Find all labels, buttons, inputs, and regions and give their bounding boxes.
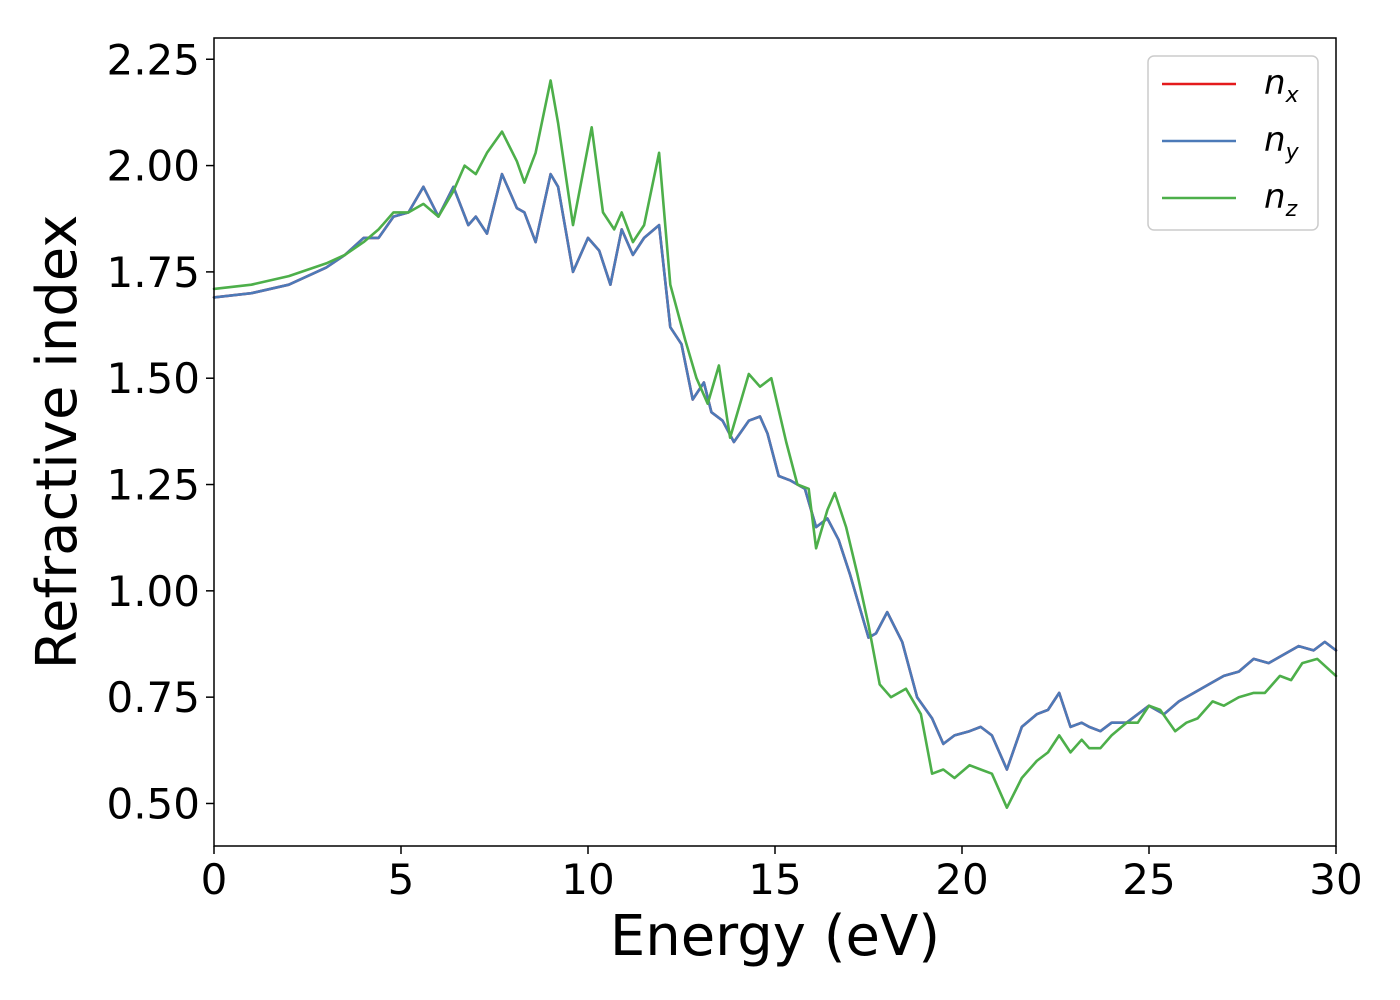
y-tick-label: 1.50 xyxy=(106,354,200,403)
legend-frame xyxy=(1147,55,1319,231)
x-tick-label: 0 xyxy=(201,855,228,904)
x-axis-title: Energy (eV) xyxy=(610,904,940,969)
y-tick-label: 1.75 xyxy=(106,248,200,297)
y-tick-label: 2.25 xyxy=(106,35,200,84)
x-tick-label: 25 xyxy=(1122,855,1175,904)
y-tick-label: 1.00 xyxy=(106,567,200,616)
series-line-y xyxy=(212,172,1338,771)
legend-label-z: nz xyxy=(1264,177,1298,222)
x-axis: 0 5 10 15 20 25 30 xyxy=(201,846,1363,904)
legend: nx ny nz xyxy=(1147,55,1319,231)
x-tick-label: 30 xyxy=(1309,855,1362,904)
y-tick-label: 0.50 xyxy=(106,779,200,828)
y-tick-label: 2.00 xyxy=(106,142,200,191)
x-tick-label: 10 xyxy=(561,855,614,904)
y-tick-label: 0.75 xyxy=(106,673,200,722)
x-tick-label: 5 xyxy=(388,855,415,904)
y-axis: 0.50 0.75 1.00 1.25 1.50 1.75 2.00 2.25 xyxy=(106,35,214,828)
y-axis-title: Refractive index xyxy=(25,215,90,670)
x-tick-label: 20 xyxy=(935,855,988,904)
x-tick-label: 15 xyxy=(748,855,801,904)
legend-label-y: ny xyxy=(1264,120,1300,165)
series-line-z xyxy=(212,79,1338,809)
series-layer xyxy=(212,79,1338,809)
legend-label-x: nx xyxy=(1264,63,1300,108)
y-tick-label: 1.25 xyxy=(106,461,200,510)
